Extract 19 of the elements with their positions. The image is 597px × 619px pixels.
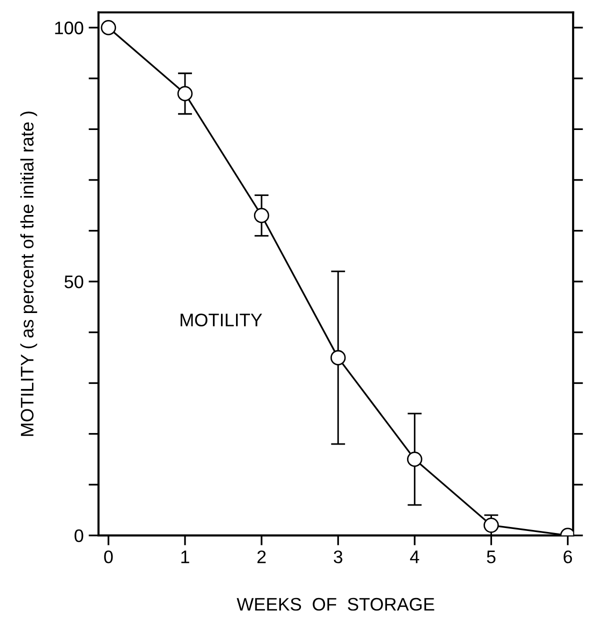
- point: [100, 20, 116, 36]
- x-tick-label: 3: [334, 550, 342, 564]
- x-tick-label: 6: [564, 550, 572, 564]
- y-tick-label: 100: [55, 22, 84, 34]
- point: [330, 350, 346, 366]
- x-tick-label: 0: [104, 550, 113, 564]
- point: [177, 86, 193, 102]
- point: [484, 518, 499, 533]
- y-tick-label: 0: [74, 529, 84, 542]
- point: [407, 452, 422, 467]
- x-tick-label: 4: [410, 550, 420, 564]
- x-axis-title: WEEKS OF STORAGE: [236, 598, 434, 611]
- y-tick-label: 50: [64, 275, 84, 288]
- x-tick-label: 5: [486, 550, 496, 564]
- x-tick-label: 2: [257, 550, 266, 564]
- y-axis-title: MOTILITY ( as percent of the initial rate ): [20, 112, 38, 436]
- x-tick-label: 1: [181, 550, 190, 564]
- annotation: MOTILITY: [180, 314, 262, 326]
- point: [254, 208, 270, 224]
